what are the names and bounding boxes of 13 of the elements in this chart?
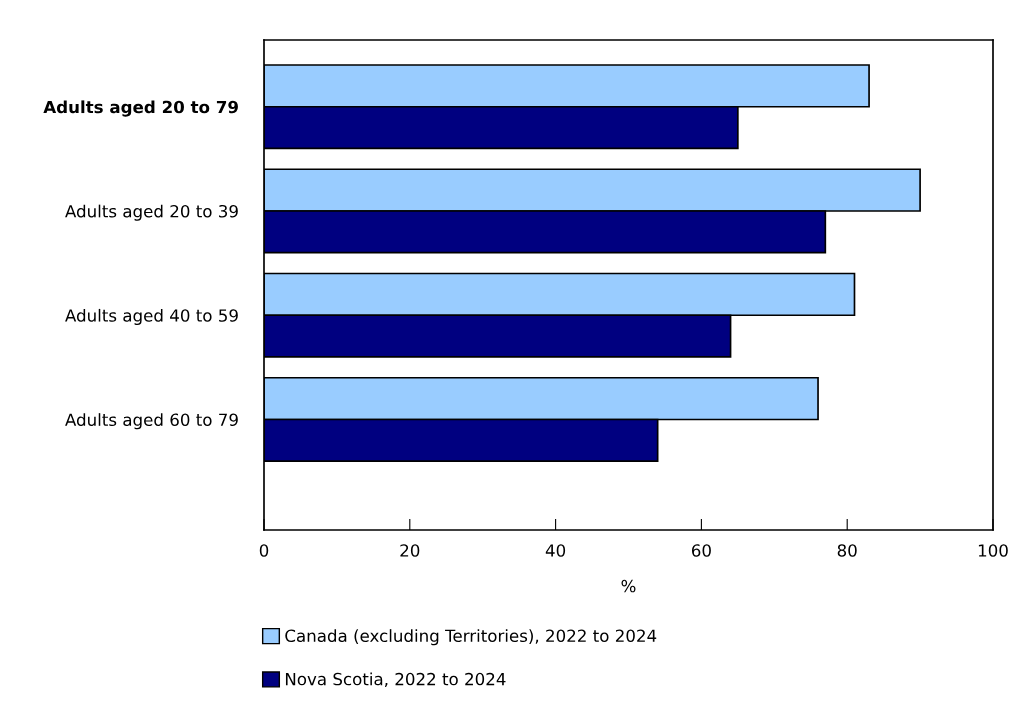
x-tick-label: 60 xyxy=(691,544,711,557)
y-tick-label: Adults aged 40 to 59 xyxy=(65,308,238,326)
x-axis-title: % xyxy=(621,579,636,593)
x-tick-label: 20 xyxy=(400,544,420,557)
x-tick-label: 40 xyxy=(545,544,566,557)
y-tick-label: Adults aged 20 to 79 xyxy=(43,100,238,117)
x-tick-label: 80 xyxy=(837,544,857,557)
x-tick-label: 0 xyxy=(259,544,269,557)
y-tick-label: Adults aged 20 to 39 xyxy=(65,204,238,221)
y-tick-label: Adults aged 60 to 79 xyxy=(65,413,238,430)
legend-label: Nova Scotia, 2022 to 2024 xyxy=(285,672,506,688)
x-tick-label: 100 xyxy=(978,544,1008,557)
legend-label: Canada (excluding Territories), 2022 to 2024 xyxy=(285,629,657,646)
